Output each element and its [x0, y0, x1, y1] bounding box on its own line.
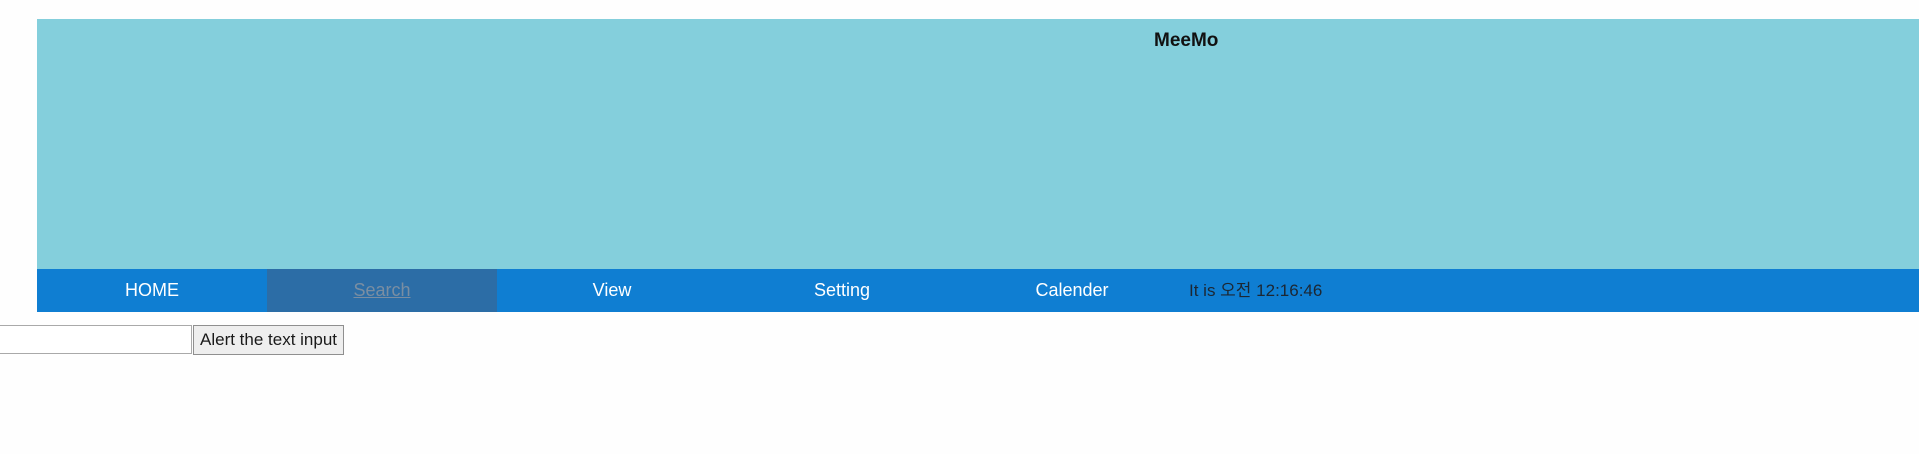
main-navbar: HOME Search View Setting Calender It is … — [37, 269, 1919, 312]
nav-item-search[interactable]: Search — [267, 269, 497, 312]
app-title: MeeMo — [1154, 30, 1219, 51]
clock-display: It is 오전 12:16:46 — [1189, 281, 1323, 300]
nav-item-setting[interactable]: Setting — [813, 280, 871, 300]
nav-item-view[interactable]: View — [592, 280, 632, 300]
header-banner: MeeMo — [37, 19, 1919, 269]
text-input-field[interactable] — [0, 325, 192, 354]
nav-item-calender[interactable]: Calender — [1035, 280, 1109, 300]
nav-item-home[interactable]: HOME — [125, 280, 179, 300]
alert-text-button[interactable]: Alert the text input — [193, 325, 345, 355]
